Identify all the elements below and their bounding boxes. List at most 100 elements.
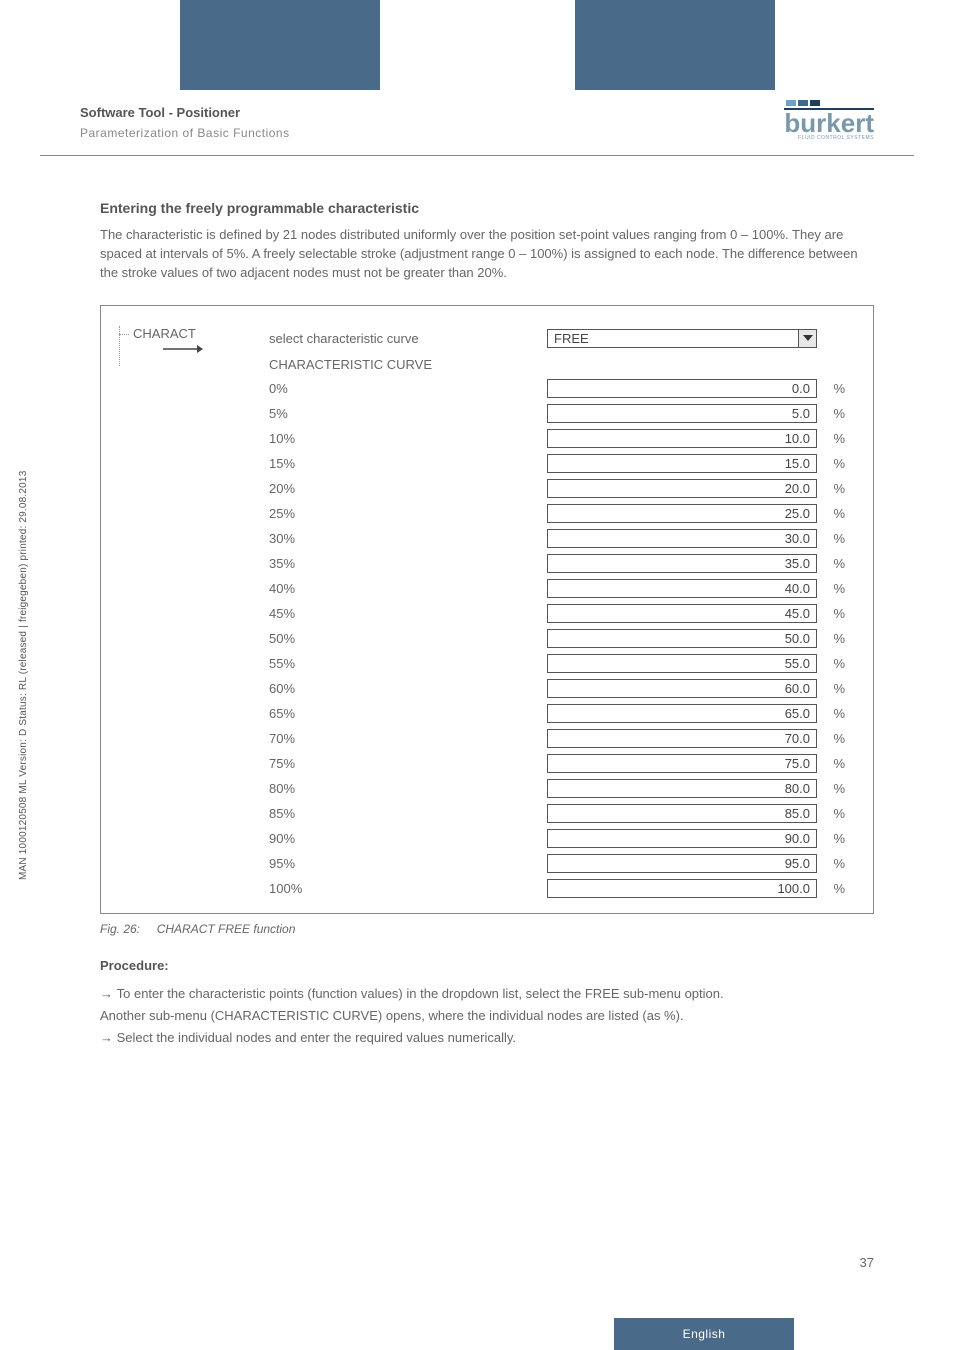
node-label: 20% [269,481,529,496]
node-unit: % [817,656,845,671]
node-label: 15% [269,456,529,471]
node-label: 90% [269,831,529,846]
node-unit: % [817,456,845,471]
node-unit: % [817,506,845,521]
figure-number: Fig. 26: [100,922,140,936]
node-value-input[interactable]: 25.0 [547,504,817,523]
node-row: 0%0.0% [269,376,845,401]
node-label: 5% [269,406,529,421]
node-value-input[interactable]: 30.0 [547,529,817,548]
node-value-input[interactable]: 20.0 [547,479,817,498]
node-label: 95% [269,856,529,871]
node-value-input[interactable]: 45.0 [547,604,817,623]
decoration-bar [575,0,775,90]
logo-subtext: FLUID CONTROL SYSTEMS [784,135,874,141]
node-row: 80% 80.0% [269,776,845,801]
dropdown-value: FREE [548,330,798,347]
node-unit: % [817,531,845,546]
node-value-input[interactable]: 35.0 [547,554,817,573]
node-unit: % [817,881,845,896]
procedure-line2: Another sub-menu (CHARACTERISTIC CURVE) … [100,1008,684,1023]
node-value-input[interactable]: 85.0 [547,804,817,823]
node-label: 50% [269,631,529,646]
language-tab: English [614,1318,794,1350]
logo-text: burkert [784,108,874,135]
node-row: 90%90.0% [269,826,845,851]
select-label: select characteristic curve [269,331,529,346]
node-label: 100% [269,881,529,896]
node-unit: % [817,756,845,771]
node-row: 10% 10.0% [269,426,845,451]
decoration-bar [180,0,380,90]
node-row: 100% 100.0% [269,876,845,901]
brand-logo: burkert FLUID CONTROL SYSTEMS [784,100,874,141]
node-row: 50% 50.0% [269,626,845,651]
node-unit: % [817,481,845,496]
node-label: 55% [269,656,529,671]
node-label: 80% [269,781,529,796]
subheading: CHARACTERISTIC CURVE [269,357,845,372]
node-row: 25%25.0% [269,501,845,526]
node-row: 70% 70.0% [269,726,845,751]
node-label: 65% [269,706,529,721]
characteristic-dropdown[interactable]: FREE [547,329,817,348]
node-value-input[interactable]: 70.0 [547,729,817,748]
page-number: 37 [860,1255,874,1270]
node-unit: % [817,381,845,396]
tree-root-label: CHARACT [133,326,196,341]
header-block: Software Tool - Positioner Parameterizat… [80,105,290,140]
node-unit: % [817,631,845,646]
procedure-line3: Select the individual nodes and enter th… [117,1030,516,1045]
subheading-row: CHARACTERISTIC CURVE [269,351,845,376]
side-meta-text: MAN 1000120508 ML Version: D Status: RL … [18,471,29,880]
node-unit: % [817,606,845,621]
node-value-input[interactable]: 80.0 [547,779,817,798]
figure-caption: Fig. 26: CHARACT FREE function [100,922,874,936]
node-value-input[interactable]: 55.0 [547,654,817,673]
node-value-input[interactable]: 65.0 [547,704,817,723]
node-row: 15% 15.0% [269,451,845,476]
node-label: 45% [269,606,529,621]
node-label: 70% [269,731,529,746]
doc-subtitle: Parameterization of Basic Functions [80,126,290,140]
node-label: 75% [269,756,529,771]
node-unit: % [817,781,845,796]
node-value-input[interactable]: 95.0 [547,854,817,873]
node-label: 40% [269,581,529,596]
node-unit: % [817,806,845,821]
node-value-input[interactable]: 75.0 [547,754,817,773]
logo-blocks-icon [786,100,874,106]
node-unit: % [817,731,845,746]
node-value-input[interactable]: 5.0 [547,404,817,423]
section-heading: Entering the freely programmable charact… [100,200,874,216]
node-unit: % [817,431,845,446]
node-label: 10% [269,431,529,446]
node-label: 85% [269,806,529,821]
node-row: 95%95.0% [269,851,845,876]
node-row: 40% 40.0% [269,576,845,601]
node-value-input[interactable]: 100.0 [547,879,817,898]
node-value-input[interactable]: 40.0 [547,579,817,598]
node-value-input[interactable]: 60.0 [547,679,817,698]
node-value-input[interactable]: 10.0 [547,429,817,448]
node-label: 35% [269,556,529,571]
node-value-input[interactable]: 50.0 [547,629,817,648]
chevron-down-icon[interactable] [798,330,816,347]
node-unit: % [817,706,845,721]
node-row: 75% 75.0% [269,751,845,776]
node-row: 35% 35.0% [269,551,845,576]
node-row: 60%60.0% [269,676,845,701]
node-value-input[interactable]: 90.0 [547,829,817,848]
node-unit: % [817,406,845,421]
charact-panel: CHARACT select characteristic curve FREE [100,305,874,914]
procedure-heading: Procedure: [100,958,874,973]
node-value-input[interactable]: 15.0 [547,454,817,473]
node-row: 45% 45.0% [269,601,845,626]
node-unit: % [817,581,845,596]
node-row: 30%30.0% [269,526,845,551]
select-row: select characteristic curve FREE [269,326,845,351]
node-unit: % [817,556,845,571]
arrow-right-icon [163,342,203,357]
figure-text: CHARACT FREE function [157,922,296,936]
node-value-input[interactable]: 0.0 [547,379,817,398]
